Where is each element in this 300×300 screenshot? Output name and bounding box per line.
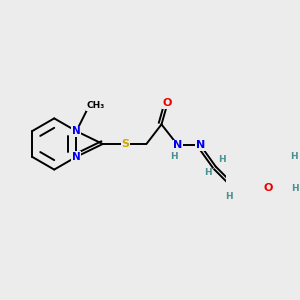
Text: O: O [163,98,172,108]
Text: H: H [292,184,299,193]
Text: O: O [263,183,272,193]
Text: CH₃: CH₃ [87,101,105,110]
Text: H: H [204,168,212,177]
Text: N: N [196,140,205,151]
Text: N: N [72,152,81,162]
Text: N: N [173,140,183,151]
Text: H: H [170,152,177,160]
Text: H: H [290,152,298,161]
Text: N: N [72,126,81,136]
Text: S: S [121,139,129,149]
Text: H: H [218,154,226,164]
Text: H: H [225,192,233,201]
